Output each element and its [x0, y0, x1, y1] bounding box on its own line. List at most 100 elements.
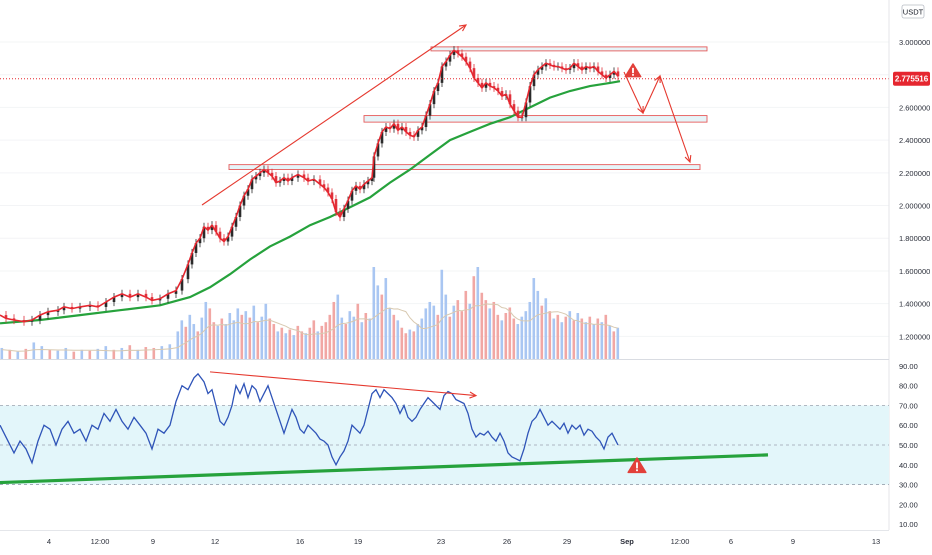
- time-tick-label: 13: [872, 537, 880, 546]
- candle-body: [112, 297, 116, 303]
- candle-body: [536, 69, 540, 75]
- volume-bar: [320, 325, 324, 359]
- volume-bar: [464, 290, 468, 359]
- candle-body: [496, 87, 500, 92]
- candle-body: [330, 192, 334, 199]
- time-tick-label: 16: [296, 537, 304, 546]
- volume-bar: [224, 324, 228, 359]
- volume-bar: [460, 311, 464, 359]
- candle-body: [104, 302, 108, 307]
- price-tick-label: 1.800000: [899, 234, 930, 243]
- candle-body: [222, 238, 226, 242]
- candle-body: [370, 177, 374, 181]
- volume-bar: [192, 324, 196, 359]
- volume-bar: [512, 318, 516, 359]
- candle-body: [432, 91, 436, 105]
- candle-body: [214, 225, 218, 232]
- volume-bar: [492, 301, 496, 359]
- candle-body: [56, 310, 60, 312]
- volume-bar: [564, 316, 568, 359]
- time-tick-label: 26: [503, 537, 511, 546]
- candle-body: [366, 181, 370, 185]
- candle-body: [396, 123, 400, 131]
- volume-bar: [444, 294, 448, 359]
- candle-body: [338, 212, 342, 217]
- volume-bar: [592, 324, 596, 359]
- volume-bar: [556, 314, 560, 359]
- candle-body: [608, 74, 612, 78]
- volume-bar: [516, 324, 520, 359]
- volume-bar: [208, 308, 212, 359]
- candle-body: [544, 63, 548, 67]
- price-tick-label: 2.000000: [899, 202, 930, 211]
- volume-bar: [168, 344, 172, 359]
- candle-body: [584, 66, 588, 70]
- volume-bar: [268, 318, 272, 359]
- resistance-zones: [228, 46, 708, 171]
- time-tick-label: 12:00: [91, 537, 110, 546]
- candle-body: [524, 102, 528, 118]
- price-zone: [430, 46, 708, 52]
- candle-body: [258, 172, 262, 177]
- candle-body: [230, 226, 234, 237]
- volume-bar: [236, 308, 240, 359]
- candle-body: [270, 172, 274, 177]
- candle-body: [464, 56, 468, 62]
- volume-bar: [600, 322, 604, 359]
- volume-bar: [272, 324, 276, 359]
- warning-mark-dot: [636, 469, 638, 472]
- candle-body: [346, 200, 350, 209]
- bearish-divergence-line: [209, 371, 477, 397]
- candle-body: [194, 243, 198, 253]
- candle-body: [46, 311, 50, 316]
- projection-arrow-head: [654, 74, 661, 84]
- volume-bar: [612, 331, 616, 359]
- candle-body: [476, 77, 480, 83]
- volume-bar: [476, 267, 480, 359]
- volume-bar: [220, 318, 224, 359]
- volume-bar: [72, 351, 76, 359]
- moving-average-line: [0, 80, 621, 325]
- time-tick-label: Sep: [620, 537, 634, 546]
- candle-body: [456, 50, 460, 54]
- candle-body: [62, 306, 66, 311]
- rsi-tick-label: 70.00: [899, 401, 918, 410]
- volume-bar: [144, 347, 148, 359]
- candle-body: [460, 53, 464, 57]
- volume-bar: [260, 316, 264, 359]
- volume-bar: [424, 308, 428, 359]
- candle-body: [218, 231, 222, 239]
- volume-bar: [240, 314, 244, 359]
- candle-body: [488, 82, 492, 87]
- candle-body: [238, 205, 242, 217]
- candle-body: [600, 71, 604, 75]
- candle-body: [400, 127, 404, 131]
- time-tick-label: 9: [791, 537, 795, 546]
- volume-bar: [392, 314, 396, 359]
- candle-body: [616, 71, 620, 77]
- candle-body: [350, 190, 354, 201]
- candle-body: [420, 127, 424, 131]
- volume-bar: [308, 327, 312, 359]
- volume-bar: [348, 311, 352, 359]
- rsi-tick-label: 40.00: [899, 461, 918, 470]
- candle-body: [234, 216, 238, 227]
- volume-bar: [80, 349, 84, 359]
- volume-bar: [216, 325, 220, 359]
- volume-bar: [560, 322, 564, 359]
- volume-bar: [504, 313, 508, 359]
- price-tick-label: 1.400000: [899, 300, 930, 309]
- rsi-tick-label: 20.00: [899, 500, 918, 509]
- volume-bar: [0, 347, 4, 359]
- rsi-support-trendline: [0, 453, 769, 485]
- candle-body: [246, 189, 250, 196]
- currency-badge[interactable]: [901, 4, 925, 19]
- candle-body: [180, 279, 184, 291]
- candle-body: [354, 185, 358, 191]
- candle-body: [186, 264, 190, 280]
- candle-body: [282, 177, 286, 181]
- volume-bar: [404, 333, 408, 359]
- volume-bar: [456, 300, 460, 359]
- volume-bar: [8, 349, 12, 359]
